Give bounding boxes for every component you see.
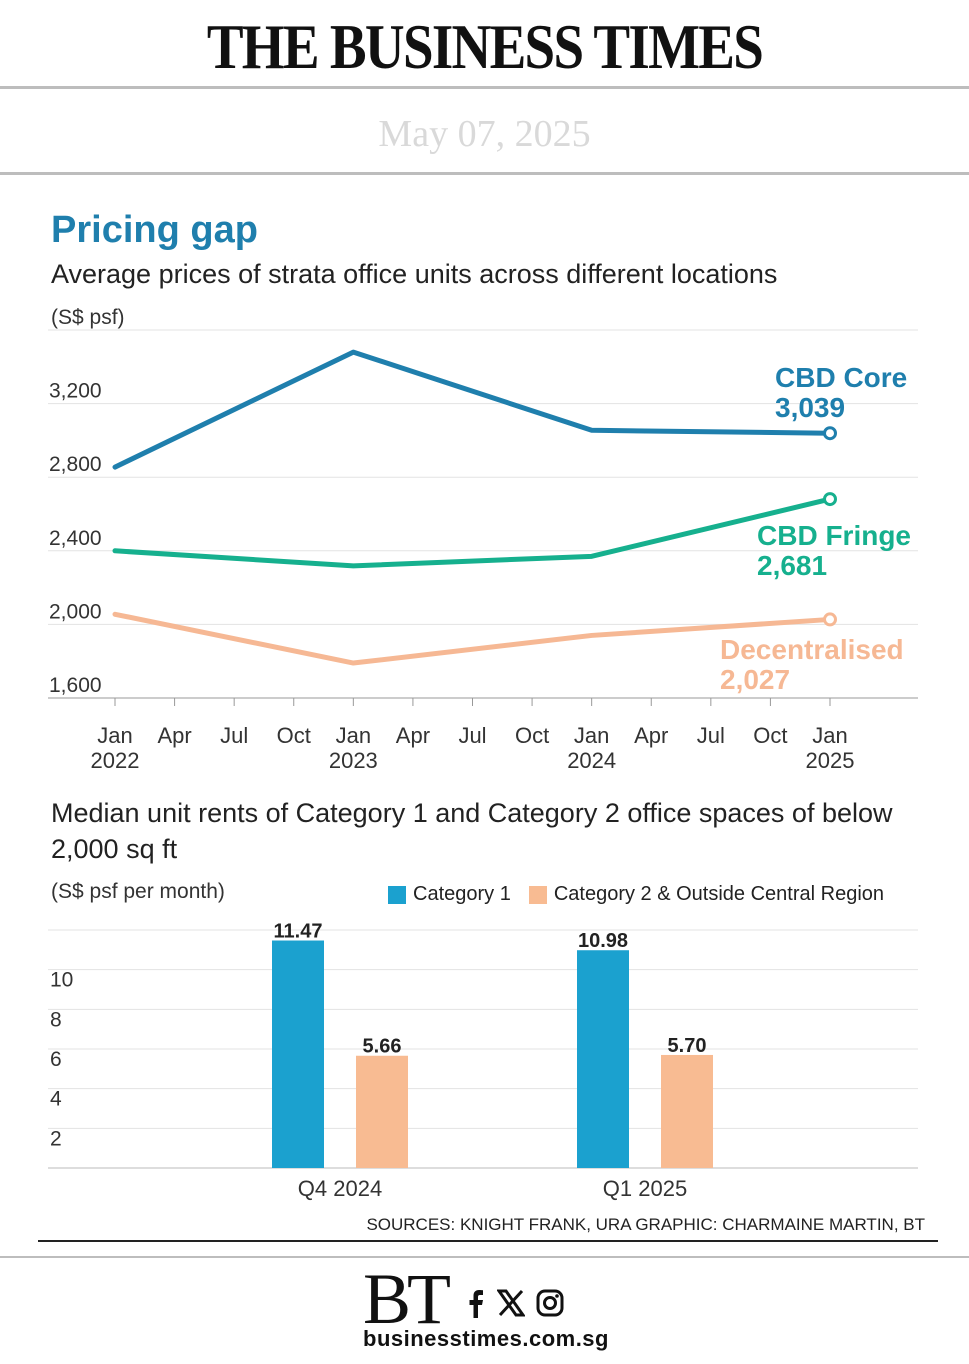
graphic-title: Pricing gap (51, 209, 258, 251)
publication-date: May 07, 2025 (378, 113, 591, 155)
date-divider (0, 172, 969, 175)
x-tick-label: Apr (396, 723, 430, 748)
x-tick-label: Jan (336, 723, 371, 748)
x-tick-label: Jan (97, 723, 132, 748)
credits: SOURCES: KNIGHT FRANK, URA GRAPHIC: CHAR… (366, 1215, 925, 1234)
website-link[interactable]: businesstimes.com.sg (363, 1326, 609, 1351)
y-tick-label: 10 (50, 969, 73, 992)
y-tick-label: 2,400 (49, 527, 102, 550)
legend-swatch-category-2 (528, 885, 547, 904)
legend-label-category-1: Category 1 (413, 883, 511, 905)
y-tick-label: 4 (50, 1088, 62, 1111)
credits-divider (38, 1240, 938, 1242)
bar (356, 1055, 408, 1168)
series-end-value: 2,681 (757, 550, 827, 581)
legend-label-category-2: Category 2 & Outside Central Region (553, 883, 885, 905)
x-icon[interactable] (497, 1289, 525, 1317)
series-line-decentralised (112, 611, 833, 666)
x-tick-year: 2023 (329, 748, 378, 773)
social-links (465, 1288, 565, 1318)
x-tick-label: Jul (697, 723, 725, 748)
masthead-title: THE BUSINESS TIMES (206, 11, 764, 82)
x-tick-label: Oct (277, 723, 311, 748)
instagram-icon[interactable] (535, 1288, 565, 1318)
y-tick-label: 1,600 (49, 674, 102, 697)
x-tick-label: Jan (574, 723, 609, 748)
series-end-point (823, 426, 837, 441)
line-chart-title: Average prices of strata office units ac… (51, 259, 778, 289)
bar-value-label: 5.66 (363, 1036, 402, 1058)
series-end-value: 3,039 (775, 392, 845, 423)
bar-value-label: 11.47 (274, 921, 323, 943)
series-end-point (823, 492, 837, 507)
legend-swatch-category-1 (388, 885, 406, 904)
y-tick-label: 2,800 (49, 453, 102, 476)
bar (577, 950, 629, 1168)
x-category-label: Q4 2024 (298, 1176, 382, 1201)
masthead-divider (0, 86, 969, 89)
x-tick-label: Oct (515, 723, 549, 748)
x-tick-year: 2024 (567, 748, 616, 773)
x-tick-label: Jul (220, 723, 248, 748)
masthead: THE BUSINESS TIMES (0, 0, 969, 86)
series-label: CBD Fringe (757, 520, 911, 551)
x-tick-label: Jan (812, 723, 847, 748)
bar-chart: 2 4 6 8 10 11.47 5.66 Q4 2024 10.98 5.70 Q1 2025 (48, 921, 918, 1201)
line-chart-unit: (S$ psf) (51, 306, 125, 329)
series-end-value: 2,027 (720, 664, 790, 695)
x-category-label: Q1 2025 (603, 1176, 687, 1201)
y-tick-label: 2,000 (49, 600, 102, 623)
x-tick-label: Oct (753, 723, 787, 748)
legend-item-category-2: Category 2 & Outside Central Region (528, 883, 885, 906)
bar-value-label: 10.98 (578, 930, 628, 952)
x-tick-year: 2022 (91, 748, 140, 773)
bar-chart-unit: (S$ psf per month) (51, 880, 225, 903)
y-tick-label: 2 (50, 1127, 62, 1150)
y-tick-label: 8 (50, 1008, 62, 1031)
series-label: Decentralised (720, 634, 904, 665)
x-tick-label: Apr (157, 723, 191, 748)
bar (272, 940, 324, 1168)
x-tick-label: Jul (458, 723, 486, 748)
series-label: CBD Core (775, 362, 907, 393)
facebook-icon[interactable] (465, 1288, 487, 1318)
y-tick-label: 6 (50, 1048, 62, 1071)
bt-logo: BT (363, 1259, 451, 1339)
x-tick-label: Apr (634, 723, 668, 748)
y-tick-label: 3,200 (49, 380, 102, 403)
bar-chart-title: Median unit rents of Category 1 and Cate… (51, 798, 893, 864)
footer-divider (0, 1256, 969, 1258)
series-end-point (823, 612, 837, 627)
bar-value-label: 5.70 (668, 1035, 707, 1057)
series-line-cbd-core (112, 349, 833, 470)
x-tick-year: 2025 (806, 748, 855, 773)
bar (661, 1054, 713, 1168)
series-line-cbd-fringe (112, 496, 833, 569)
legend-item-category-1: Category 1 (388, 883, 511, 906)
bar-chart-legend: Category 1 Category 2 & Outside Central … (388, 883, 902, 906)
